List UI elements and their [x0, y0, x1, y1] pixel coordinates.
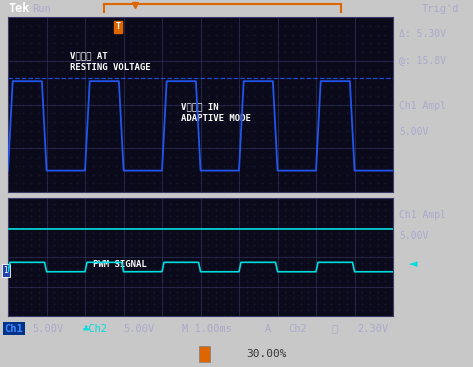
Text: 1: 1 [4, 266, 9, 275]
Text: ═: ═ [201, 348, 208, 360]
Text: 2.30V: 2.30V [357, 323, 388, 334]
Text: RESTING VOLTAGE: RESTING VOLTAGE [70, 63, 150, 72]
Text: ∯: ∯ [331, 323, 337, 334]
Text: T: T [115, 22, 120, 31]
Text: Ch1 Ampl: Ch1 Ampl [399, 210, 447, 220]
Text: Ch2: Ch2 [289, 323, 307, 334]
Text: ♣Ch2: ♣Ch2 [83, 323, 108, 334]
Text: M 1.00ms: M 1.00ms [182, 323, 232, 334]
Text: Run: Run [32, 4, 51, 14]
Text: ADAPTIVE MODE: ADAPTIVE MODE [181, 114, 251, 123]
Text: 5.00V: 5.00V [32, 323, 63, 334]
Text: Tek: Tek [9, 2, 30, 15]
Text: Trig'd: Trig'd [421, 4, 459, 14]
Text: 5.00V: 5.00V [123, 323, 154, 334]
Text: Ch1: Ch1 [5, 323, 24, 334]
Text: Vᴅᴇᴅ IN: Vᴅᴇᴅ IN [181, 102, 219, 111]
Text: Δ: 5.30V: Δ: 5.30V [399, 29, 447, 39]
Text: Vᴅᴇᴅ AT: Vᴅᴇᴅ AT [70, 51, 107, 61]
Text: Ch1 Ampl: Ch1 Ampl [399, 101, 447, 111]
Text: 5.00V: 5.00V [399, 231, 429, 241]
Text: 30.00%: 30.00% [246, 349, 287, 359]
Text: 5.00V: 5.00V [399, 127, 429, 137]
Text: ◄: ◄ [409, 259, 417, 269]
Text: PWM SIGNAL: PWM SIGNAL [93, 260, 147, 269]
Text: A: A [265, 323, 271, 334]
Text: @: 15.8V: @: 15.8V [399, 55, 447, 65]
